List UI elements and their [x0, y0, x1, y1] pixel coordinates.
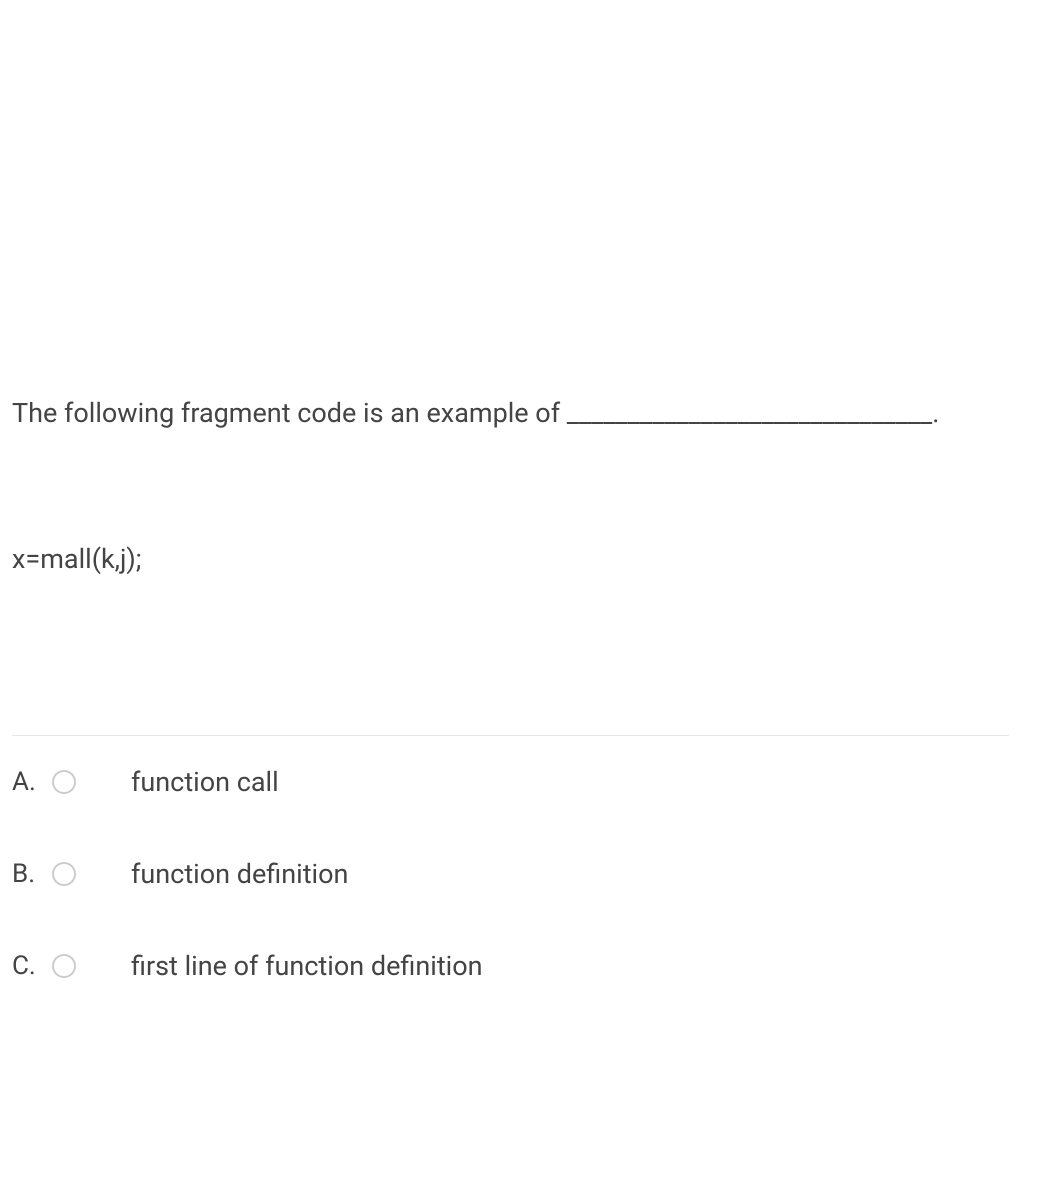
option-row-c: C. first line of function definition: [12, 950, 1009, 982]
code-fragment: x=mall(k,j);: [12, 543, 1009, 575]
option-letter: C.: [12, 951, 52, 981]
option-text: function call: [131, 766, 279, 798]
radio-button-c[interactable]: [52, 954, 76, 978]
option-row-b: B. function definition: [12, 858, 1009, 890]
option-row-a: A. function call: [12, 766, 1009, 798]
radio-button-a[interactable]: [52, 770, 76, 794]
question-prompt: The following fragment code is an exampl…: [12, 395, 1009, 433]
radio-button-b[interactable]: [52, 862, 76, 886]
option-text: function definition: [131, 858, 348, 890]
question-container: The following fragment code is an exampl…: [0, 0, 1039, 982]
option-letter: B.: [12, 859, 52, 889]
divider: [12, 735, 1009, 736]
option-text: first line of function definition: [131, 950, 483, 982]
option-letter: A.: [12, 767, 52, 797]
